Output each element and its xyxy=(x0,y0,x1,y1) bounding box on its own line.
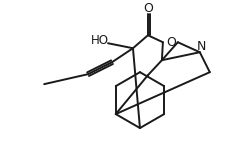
Text: O: O xyxy=(142,2,152,15)
Text: HO: HO xyxy=(91,34,109,47)
Text: N: N xyxy=(196,40,206,53)
Text: O: O xyxy=(165,36,175,49)
